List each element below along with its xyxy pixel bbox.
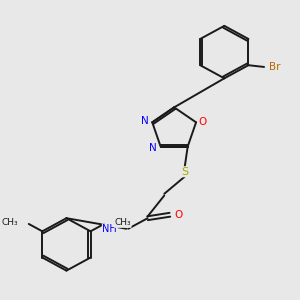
Text: O: O bbox=[174, 210, 182, 220]
Text: N: N bbox=[141, 116, 149, 126]
Text: N: N bbox=[149, 143, 157, 153]
Text: O: O bbox=[199, 117, 207, 127]
Text: CH₃: CH₃ bbox=[2, 218, 18, 227]
Text: CH₃: CH₃ bbox=[115, 218, 131, 227]
Text: NH: NH bbox=[102, 224, 117, 234]
Text: Br: Br bbox=[269, 62, 280, 72]
Text: S: S bbox=[181, 167, 188, 177]
